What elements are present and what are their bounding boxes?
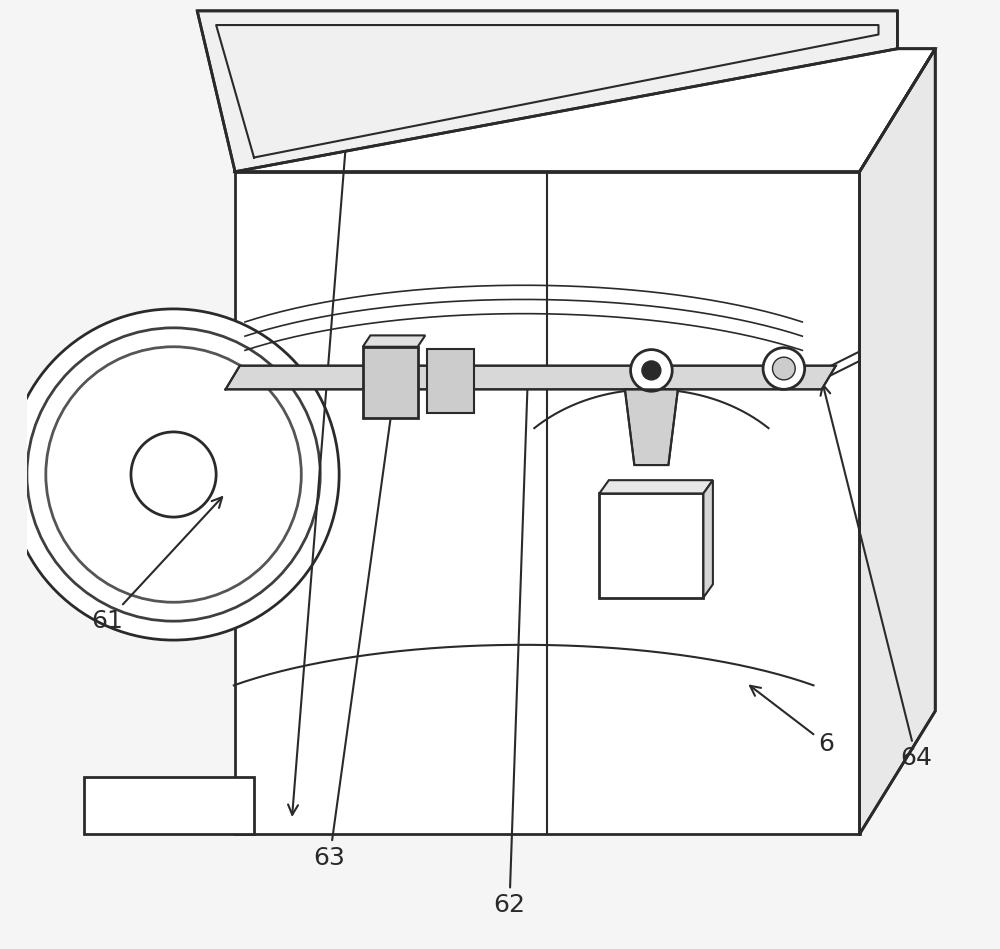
- Text: 6: 6: [750, 686, 834, 756]
- Bar: [599, 493, 703, 598]
- Text: 61: 61: [91, 497, 222, 633]
- Bar: [363, 346, 418, 418]
- Polygon shape: [599, 480, 713, 493]
- Circle shape: [773, 357, 795, 380]
- Polygon shape: [363, 335, 425, 346]
- Circle shape: [8, 309, 339, 640]
- Circle shape: [27, 327, 320, 622]
- Circle shape: [631, 349, 672, 391]
- Text: 64: 64: [821, 385, 932, 771]
- Circle shape: [642, 361, 661, 380]
- Circle shape: [46, 346, 301, 603]
- Text: 62: 62: [493, 366, 533, 917]
- Polygon shape: [625, 389, 678, 465]
- Bar: [84, 777, 254, 834]
- Polygon shape: [235, 48, 935, 172]
- Text: 63: 63: [314, 385, 399, 869]
- Polygon shape: [226, 365, 836, 389]
- Text: 65: 65: [288, 98, 364, 815]
- Circle shape: [131, 432, 216, 517]
- Bar: [235, 172, 860, 834]
- Polygon shape: [703, 480, 713, 598]
- Circle shape: [763, 347, 805, 389]
- Bar: [427, 349, 474, 413]
- Polygon shape: [197, 10, 897, 172]
- Polygon shape: [860, 48, 935, 834]
